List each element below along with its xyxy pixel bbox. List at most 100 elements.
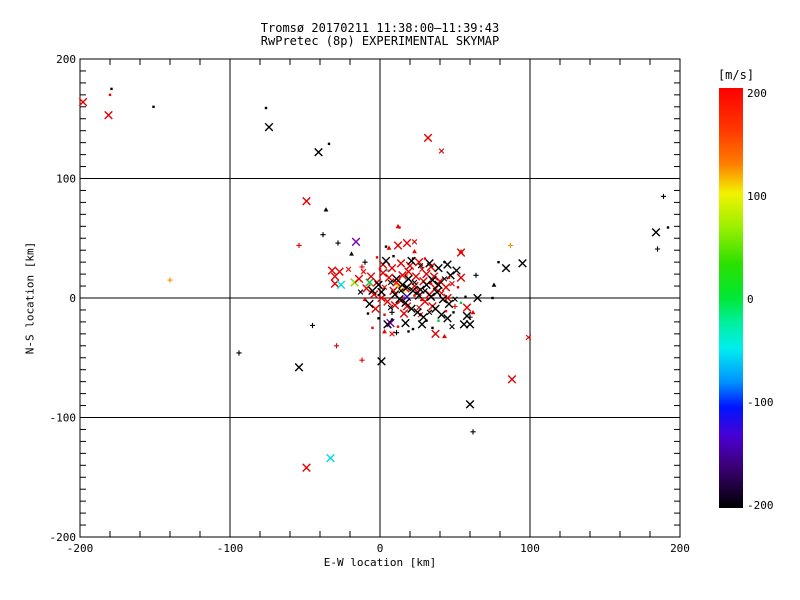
scatter-point-cross <box>651 227 661 237</box>
scatter-point-cross <box>387 263 397 273</box>
scatter-point-triangle <box>458 248 464 254</box>
scatter-point-cross <box>473 293 482 303</box>
scatter-point-cross <box>402 282 412 292</box>
scatter-point-cross <box>345 266 352 273</box>
y-tick-label: 100 <box>56 173 76 186</box>
scatter-point-plus <box>654 246 661 252</box>
colorbar-tick-label: -200 <box>747 499 774 512</box>
scatter-point-plus <box>393 330 400 336</box>
scatter-point-cross <box>410 281 419 291</box>
scatter-point-dot <box>383 313 386 316</box>
scatter-point-cross <box>393 241 403 250</box>
scatter-point-cross <box>396 259 406 268</box>
scatter-point-cross <box>368 286 377 296</box>
scatter-point-cross <box>518 259 527 268</box>
colorbar <box>719 88 743 508</box>
scatter-point-plus <box>507 242 514 249</box>
scatter-point-cross <box>452 296 458 302</box>
scatter-point-triangle <box>349 251 354 256</box>
scatter-point-cross <box>401 318 410 328</box>
scatter-point-dot <box>390 318 394 321</box>
scatter-point-plus <box>473 272 479 278</box>
scatter-point-cross <box>417 319 427 329</box>
x-axis-label: E-W location [km] <box>323 556 437 569</box>
scatter-point-cross <box>390 300 400 310</box>
scatter-point-plus <box>359 357 365 363</box>
scatter-point-cross <box>383 297 392 306</box>
scatter-point-cross <box>330 272 340 281</box>
y-tick-label: 200 <box>56 53 76 66</box>
scatter-point-cross <box>456 273 466 282</box>
scatter-point-triangle <box>419 296 425 302</box>
scatter-point-cross <box>408 286 418 296</box>
x-tick-label: 100 <box>520 542 540 555</box>
scatter-point-dot <box>377 317 380 320</box>
colorbar-tick-label: 200 <box>747 87 767 100</box>
scatter-point-cross <box>434 263 443 273</box>
scatter-point-dot <box>392 254 395 258</box>
scatter-point-triangle <box>470 309 476 315</box>
scatter-point-dot <box>437 319 440 322</box>
scatter-point-cross <box>360 268 367 275</box>
scatter-point-triangle <box>386 245 392 250</box>
scatter-point-plus <box>362 259 368 265</box>
scatter-point-cross <box>462 303 472 312</box>
scatter-point-cross <box>389 331 395 337</box>
x-tick-label: -100 <box>217 542 244 555</box>
x-tick-label: -200 <box>67 542 94 555</box>
figure-title-block: Tromsø 20170211 11:38:00–11:39:43 RwPret… <box>80 22 680 48</box>
scatter-point-cross <box>336 280 346 290</box>
scatter-point-cross <box>426 292 436 302</box>
scatter-point-cross <box>417 262 424 269</box>
scatter-point-plus <box>296 242 302 249</box>
scatter-point-plus <box>660 193 667 200</box>
scatter-point-cross <box>402 238 412 248</box>
scatter-point-cross <box>404 267 413 277</box>
scatter-point-triangle <box>491 282 497 287</box>
scatter-point-cross <box>366 272 376 281</box>
scatter-point-dot <box>411 257 415 260</box>
scatter-point-cross <box>422 288 428 294</box>
scatter-point-cross <box>314 147 323 157</box>
scatter-point-dot <box>378 268 382 271</box>
scatter-point-cross <box>449 280 455 287</box>
scatter-point-cross <box>383 319 392 329</box>
scatter-point-cross <box>432 287 442 297</box>
scatter-point-cross <box>78 97 88 107</box>
scatter-point-cross <box>441 276 448 282</box>
scatter-point-plus <box>333 343 340 349</box>
scatter-point-plus <box>452 303 458 309</box>
scatter-point-cross <box>398 288 404 294</box>
scatter-point-cross <box>294 363 304 372</box>
scatter-point-dot <box>666 226 670 229</box>
scatter-point-dot <box>407 330 410 333</box>
scatter-point-plus <box>320 232 326 238</box>
scatter-point-cross <box>437 310 446 320</box>
scatter-point-cross <box>264 122 274 132</box>
y-tick-label: -100 <box>50 412 77 425</box>
colorbar-title: [m/s] <box>717 68 755 82</box>
scatter-point-dot <box>464 295 467 299</box>
scatter-point-cross <box>377 357 386 366</box>
scatter-point-dot <box>386 269 389 272</box>
scatter-point-cross <box>465 319 475 329</box>
scatter-point-cross <box>354 274 364 284</box>
scatter-point-cross <box>395 294 404 304</box>
scatter-point-cross <box>326 453 335 463</box>
scatter-point-dot <box>327 142 331 146</box>
scatter-point-plus <box>389 309 395 315</box>
scatter-point-cross <box>423 133 433 143</box>
scatter-point-dot <box>366 312 370 315</box>
scatter-point-cross <box>384 273 394 282</box>
scatter-point-plus <box>335 240 341 246</box>
scatter-point-cross <box>465 400 475 409</box>
y-tick-label: 0 <box>69 292 76 305</box>
scatter-point-cross <box>392 274 401 284</box>
scatter-point-dot <box>431 326 434 330</box>
scatter-point-cross <box>525 334 532 341</box>
scatter-point-dot <box>452 311 455 314</box>
scatter-point-triangle <box>323 207 329 212</box>
scatter-point-cross <box>371 304 380 314</box>
scatter-point-cross <box>431 329 440 339</box>
scatter-point-plus <box>167 277 173 283</box>
